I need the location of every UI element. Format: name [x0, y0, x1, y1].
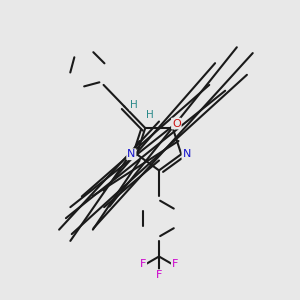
Text: H: H — [146, 110, 154, 121]
Text: H: H — [130, 100, 138, 110]
Text: F: F — [156, 270, 162, 280]
Text: N: N — [182, 149, 191, 159]
Text: O: O — [172, 118, 181, 129]
Text: F: F — [172, 259, 178, 269]
Text: N: N — [127, 149, 136, 159]
Text: F: F — [140, 259, 146, 269]
